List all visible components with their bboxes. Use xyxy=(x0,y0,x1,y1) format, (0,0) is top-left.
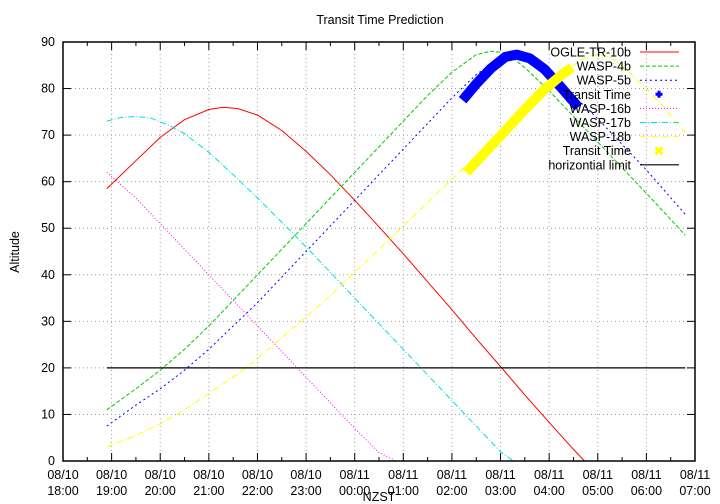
x-tick-date: 08/11 xyxy=(485,468,515,482)
x-tick-date: 08/10 xyxy=(242,468,273,482)
y-tick-label: 40 xyxy=(41,268,55,282)
x-tick-date: 08/11 xyxy=(534,468,564,482)
x-tick-date: 08/11 xyxy=(631,468,661,482)
series-wasp-4b xyxy=(106,50,686,411)
x-axis-ticks: 08/10 18:00 08/10 19:00 08/10 20:00 08/10 21:00… xyxy=(47,42,711,498)
y-axis-label: Altitude xyxy=(8,231,22,273)
y-tick-label: 70 xyxy=(41,128,55,142)
legend-label: Transit Time xyxy=(563,88,631,102)
legend-label: WASP-5b xyxy=(577,74,631,88)
x-tick-date: 08/10 xyxy=(290,468,321,482)
x-tick-time: 05:00 xyxy=(582,484,613,498)
x-tick-time: 07:00 xyxy=(679,484,710,498)
series-ogle-tr-10b xyxy=(106,106,586,461)
x-axis-label: NZST xyxy=(363,490,396,504)
legend-label: OGLE-TR-10b xyxy=(550,46,631,60)
transit-time-markers xyxy=(462,63,575,176)
legend-label: Transit Time xyxy=(563,144,631,158)
x-tick-time: 19:00 xyxy=(96,484,127,498)
x-tick-date: 08/10 xyxy=(96,468,127,482)
x-tick-date: 08/11 xyxy=(437,468,467,482)
plot-area xyxy=(106,49,686,461)
x-tick-date: 08/10 xyxy=(47,468,78,482)
x-tick-time: 00:00 xyxy=(339,484,370,498)
legend-label: WASP-18b xyxy=(570,130,631,144)
x-tick-time: 21:00 xyxy=(193,484,224,498)
series-layer xyxy=(106,49,686,461)
legend-label: WASP-17b xyxy=(570,116,631,130)
chart-title: Transit Time Prediction xyxy=(316,13,443,27)
y-tick-label: 0 xyxy=(48,454,55,468)
x-tick-date: 08/11 xyxy=(388,468,418,482)
x-tick-time: 01:00 xyxy=(388,484,419,498)
x-tick-date: 08/10 xyxy=(145,468,176,482)
x-tick-time: 03:00 xyxy=(485,484,516,498)
x-tick-date: 08/11 xyxy=(583,468,613,482)
legend-label: WASP-4b xyxy=(577,60,631,74)
x-tick-time: 06:00 xyxy=(631,484,662,498)
series-wasp-5b xyxy=(106,54,686,427)
x-tick-date: 08/11 xyxy=(680,468,710,482)
x-tick-date: 08/11 xyxy=(340,468,370,482)
y-tick-label: 80 xyxy=(41,82,55,96)
legend-plus-marker-icon xyxy=(655,90,663,98)
y-tick-label: 60 xyxy=(41,175,55,189)
x-tick-time: 20:00 xyxy=(145,484,176,498)
x-tick-time: 02:00 xyxy=(436,484,467,498)
x-tick-time: 18:00 xyxy=(47,484,78,498)
y-tick-label: 30 xyxy=(41,314,55,328)
series-wasp-17b xyxy=(106,116,515,461)
x-tick-time: 22:00 xyxy=(242,484,273,498)
series-wasp-18b xyxy=(106,54,686,448)
y-tick-label: 90 xyxy=(41,35,55,49)
series-wasp-16b xyxy=(106,172,398,461)
legend-cross-marker-icon xyxy=(654,146,664,156)
y-axis-ticks: 0 10 20 30 40 50 60 70 80 90 xyxy=(41,35,695,468)
y-tick-label: 10 xyxy=(41,407,55,421)
legend-label: horizontial limit xyxy=(548,158,631,172)
x-tick-time: 23:00 xyxy=(290,484,321,498)
x-tick-date: 08/10 xyxy=(193,468,224,482)
legend-label: WASP-16b xyxy=(570,102,631,116)
y-tick-label: 20 xyxy=(41,361,55,375)
x-tick-time: 04:00 xyxy=(534,484,565,498)
y-tick-label: 50 xyxy=(41,221,55,235)
